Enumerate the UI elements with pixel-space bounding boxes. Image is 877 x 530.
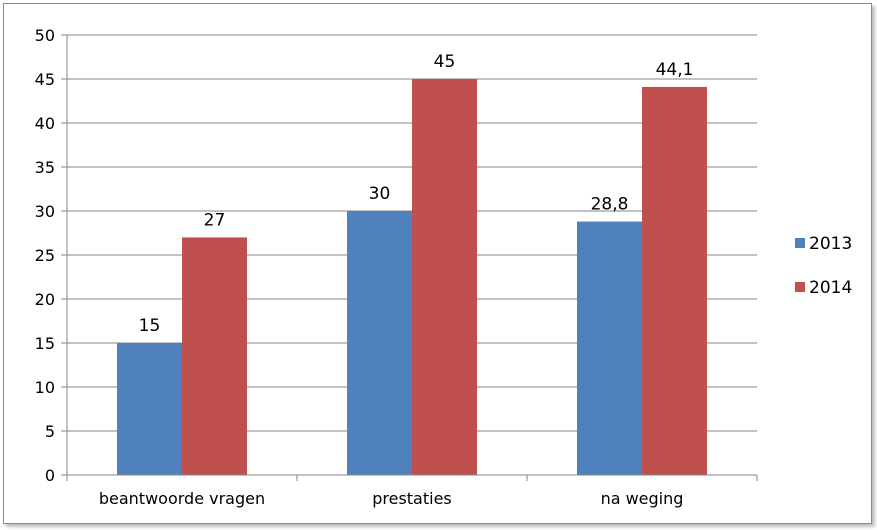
y-tick-label: 15 [35,334,55,353]
data-label: 28,8 [591,195,629,215]
y-tick-label: 50 [35,26,55,45]
y-tick-label: 20 [35,290,55,309]
data-label: 44,1 [656,60,694,80]
y-tick-label: 40 [35,114,55,133]
legend-label: 2014 [809,278,852,298]
bars [117,79,707,476]
bar-2013-1 [347,211,412,475]
y-tick-label: 5 [45,422,55,441]
bar-2013-2 [577,221,642,475]
legend-swatch-2013 [795,238,805,248]
bar-2014-1 [412,79,477,475]
y-tick-label: 0 [45,466,55,485]
x-tick-label: beantwoorde vragen [99,489,265,508]
x-tick-label: prestaties [372,489,452,508]
bar-2014-2 [642,86,707,476]
chart-frame: 0 5 10 15 20 25 30 35 40 45 50 beantwoorde vragen p… [3,3,872,524]
x-tick-label: na weging [601,489,684,508]
y-tick-label: 45 [35,70,55,89]
legend-swatch-2014 [795,282,805,292]
bar-2014-0 [182,237,247,475]
bar-2013-0 [117,343,182,475]
data-label: 45 [434,52,456,72]
y-tick-label: 30 [35,202,55,221]
legend: 2013 2014 [795,234,852,298]
legend-label: 2013 [809,234,852,254]
y-tick-label: 25 [35,246,55,265]
data-labels: 15 27 30 45 28,8 44,1 [139,52,694,336]
bar-chart: 0 5 10 15 20 25 30 35 40 45 50 beantwoorde vragen p… [35,26,853,508]
y-axis-ticks: 0 5 10 15 20 25 30 35 40 45 50 [35,26,67,485]
y-tick-label: 10 [35,378,55,397]
data-label: 30 [369,184,391,204]
x-axis-ticks: beantwoorde vragen prestaties na weging [66,475,758,508]
data-label: 27 [204,210,226,230]
y-tick-label: 35 [35,158,55,177]
data-label: 15 [139,316,161,336]
